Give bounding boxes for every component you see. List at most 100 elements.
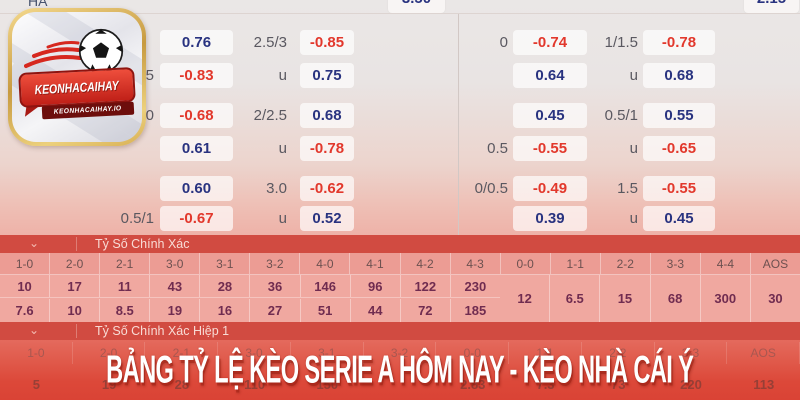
- score-odds[interactable]: 110: [244, 377, 266, 392]
- line-label: 0.5/1: [604, 107, 638, 124]
- score-header: 2-0: [50, 253, 101, 274]
- score-odds[interactable]: 30: [768, 291, 783, 306]
- score-odds[interactable]: 8.5: [100, 299, 151, 322]
- odds-chip[interactable]: -0.78: [643, 30, 715, 55]
- score-odds[interactable]: 15: [600, 275, 651, 322]
- score-header: 3-1: [200, 253, 251, 274]
- odds-chip[interactable]: 0.52: [300, 206, 354, 231]
- score-odds[interactable]: 36: [250, 275, 301, 297]
- score-odds[interactable]: 6.5: [550, 275, 601, 322]
- odds-chip[interactable]: 0.68: [643, 63, 715, 88]
- odds-chip-clipped-left[interactable]: 3.50: [388, 0, 445, 13]
- odds-chip[interactable]: 0.39: [513, 206, 587, 231]
- odds-chip[interactable]: 0.68: [300, 103, 354, 128]
- section-header-correct-score[interactable]: ⌄ Tỷ Số Chính Xác: [0, 235, 800, 253]
- chevron-down-icon[interactable]: ⌄: [28, 323, 40, 337]
- score-header: 2-1: [100, 253, 151, 274]
- odds-chip[interactable]: 0.61: [160, 136, 233, 161]
- score-odds[interactable]: 16: [200, 299, 251, 322]
- odds-chip[interactable]: 0.60: [160, 176, 233, 201]
- odds-panel: HA 3.50 2.15 0.76 2.5/3 -0.85 5 -0.83 u …: [0, 0, 800, 235]
- score-odds[interactable]: 230: [464, 279, 487, 294]
- score-header: 0-0: [436, 342, 510, 364]
- score-odds[interactable]: 27: [250, 299, 301, 322]
- score-header: 3-3: [655, 342, 728, 364]
- score-odds[interactable]: 44: [351, 299, 401, 322]
- odds-chip[interactable]: 0.75: [300, 63, 354, 88]
- score-odds[interactable]: 43: [150, 275, 201, 297]
- odds-chip[interactable]: -0.65: [643, 136, 715, 161]
- odds-chip[interactable]: -0.55: [643, 176, 715, 201]
- chevron-down-icon[interactable]: ⌄: [28, 236, 40, 250]
- odds-row: 0.45 0.5/1 0.55: [0, 103, 800, 128]
- score-header: 2-2: [582, 342, 655, 364]
- score-odds[interactable]: 11: [100, 275, 151, 297]
- odds-chip[interactable]: 0.64: [513, 63, 587, 88]
- line-label: 1.5: [617, 180, 638, 197]
- odds-chip[interactable]: -0.55: [513, 136, 587, 161]
- score-header: 1-0: [0, 342, 73, 364]
- odds-row: 0 -0.68 2/2.5 0.68: [0, 103, 800, 128]
- odds-chip[interactable]: -0.78: [300, 136, 354, 161]
- line-label: 2/2.5: [253, 107, 287, 124]
- score-row-h1: 5 19 28 110 150 2.83 7.3 73 220 113: [0, 374, 800, 396]
- odds-chip[interactable]: -0.62: [300, 176, 354, 201]
- odds-chip[interactable]: -0.49: [513, 176, 587, 201]
- score-odds[interactable]: 2.83: [460, 377, 486, 392]
- odds-row: 0.76 2.5/3 -0.85: [0, 30, 800, 55]
- score-odds[interactable]: 220: [680, 377, 702, 392]
- section-header-correct-score-h1[interactable]: ⌄ Tỷ Số Chính Xác Hiệp 1: [0, 322, 800, 340]
- score-odds[interactable]: 146: [301, 275, 351, 297]
- score-odds[interactable]: 72: [401, 299, 451, 322]
- score-odds[interactable]: 28: [174, 377, 190, 392]
- odds-chip-clipped-right[interactable]: 2.15: [744, 0, 799, 13]
- score-header: 3-1: [291, 342, 364, 364]
- odds-chip[interactable]: -0.68: [160, 103, 233, 128]
- score-odds[interactable]: 10: [50, 299, 101, 322]
- score-odds[interactable]: 12: [500, 275, 551, 322]
- handicap-label: 0: [499, 34, 508, 51]
- score-header: 4-1: [350, 253, 401, 274]
- line-label: u: [278, 210, 287, 227]
- odds-chip[interactable]: -0.74: [513, 30, 587, 55]
- odds-chip[interactable]: 0.76: [160, 30, 233, 55]
- section-title: Tỷ Số Chính Xác Hiệp 1: [95, 324, 230, 338]
- score-odds[interactable]: 51: [301, 299, 351, 322]
- header-divider: [76, 324, 77, 338]
- header-divider: [76, 237, 77, 251]
- score-odds[interactable]: 185: [464, 303, 487, 318]
- score-header: 4-0: [300, 253, 351, 274]
- logo-brand-text: KEONHACAIHAY: [34, 77, 120, 98]
- score-row-home: 10 17 11 43 28 36 146 96 122 230: [0, 275, 500, 298]
- score-odds[interactable]: 5: [32, 377, 40, 392]
- score-odds[interactable]: 113: [753, 377, 775, 392]
- score-odds[interactable]: 17: [50, 275, 101, 297]
- score-header: 0-0: [501, 253, 551, 274]
- odds-chip[interactable]: -0.83: [160, 63, 233, 88]
- score-odds[interactable]: 7.3: [536, 377, 555, 392]
- odds-chip[interactable]: 0.45: [513, 103, 587, 128]
- odds-chip[interactable]: 0.55: [643, 103, 715, 128]
- score-odds[interactable]: 68: [651, 275, 701, 322]
- odds-chip[interactable]: -0.85: [300, 30, 354, 55]
- odds-chip[interactable]: 0.45: [643, 206, 715, 231]
- score-header: 3-2: [364, 342, 437, 364]
- promo-banner: BẢNG TỶ LỆ KÈO SERIE A HÔM NAY - KÈO NHÀ…: [0, 344, 800, 396]
- score-header: 3-0: [218, 342, 291, 364]
- score-odds[interactable]: 122: [401, 275, 451, 297]
- line-label: u: [629, 210, 638, 227]
- score-odds[interactable]: 96: [351, 275, 401, 297]
- line-label: u: [278, 67, 287, 84]
- score-odds[interactable]: 19: [150, 299, 201, 322]
- score-odds[interactable]: 7.6: [0, 299, 51, 322]
- odds-chip[interactable]: -0.67: [160, 206, 233, 231]
- score-odds[interactable]: 10: [0, 275, 51, 297]
- score-odds[interactable]: 28: [200, 275, 251, 297]
- score-odds[interactable]: 150: [316, 377, 339, 392]
- score-odds[interactable]: 300: [701, 275, 751, 322]
- score-header-row: 1-0 2-0 2-1 3-0 3-1 3-2 4-0 4-1 4-2 4-3 …: [0, 253, 800, 275]
- logo-domain-text: KEONHACAIHAY.IO: [53, 105, 123, 116]
- score-odds[interactable]: 19: [101, 377, 117, 392]
- score-odds[interactable]: 73: [611, 377, 626, 392]
